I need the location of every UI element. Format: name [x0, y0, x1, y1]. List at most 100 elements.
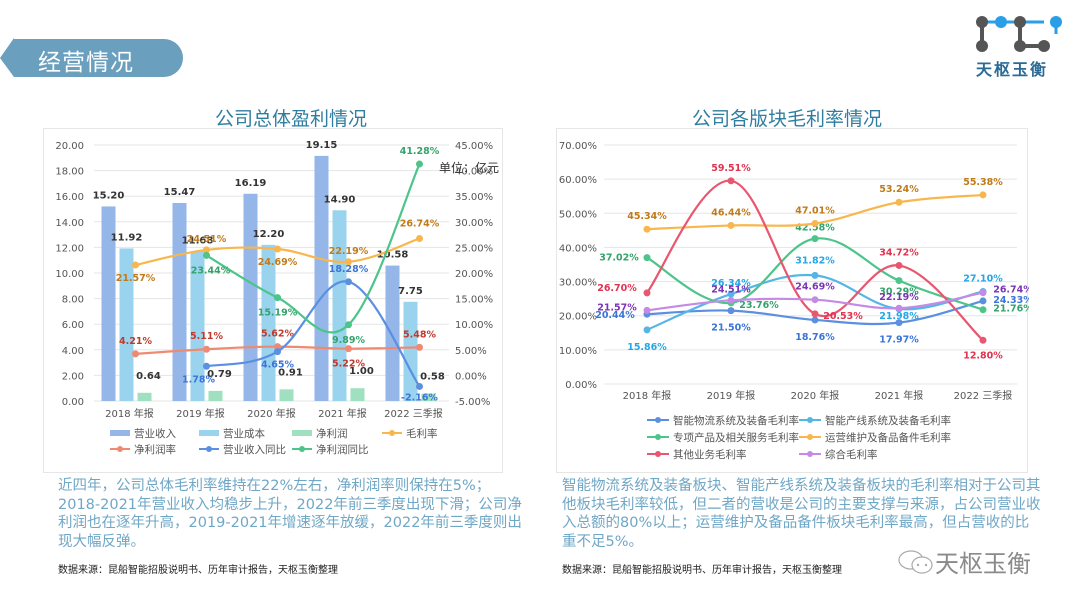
wechat-icon — [898, 549, 933, 574]
line-point — [895, 261, 903, 269]
x-tick-label: 2021 年报 — [875, 389, 924, 402]
x-tick-label: 2020 年报 — [791, 389, 840, 402]
legend-label: 运营维护及备品备件毛利率 — [825, 431, 951, 444]
y-tick-label: 0.00% — [565, 380, 597, 391]
line-point — [811, 235, 819, 243]
left-chart-title: 公司总体盈利情况 — [215, 108, 368, 130]
bar-1 — [190, 251, 205, 401]
line-data-label: 9.89% — [332, 335, 365, 346]
logo-text: 天枢玉衡 — [976, 60, 1049, 79]
x-tick-label: 2018 年报 — [105, 407, 154, 420]
margin-chart: 0.00% 10.00% 20.00% 30.00% 40.00% 50.00% 60.00… — [559, 141, 1029, 461]
right-chart-title: 公司各版块毛利率情况 — [692, 108, 883, 130]
y-tick-label: 30.00% — [559, 278, 597, 289]
y2-tick-label: 10.00% — [455, 320, 493, 331]
line-data-label: 22.19% — [329, 246, 369, 257]
line-point — [727, 177, 735, 185]
legend-swatch-dot — [807, 451, 813, 457]
line-data-label: 37.02% — [599, 253, 639, 264]
bar-1 — [261, 244, 276, 401]
bar-1 — [332, 210, 347, 401]
bar-data-label: 16.19 — [235, 178, 267, 189]
line-data-label: 42.58% — [795, 223, 835, 234]
y2-tick-label: 30.00% — [455, 218, 493, 229]
line-data-label: 15.19% — [258, 308, 298, 319]
x-tick-label: 2022 三季报 — [384, 407, 443, 420]
line-data-label: 41.28% — [400, 146, 440, 157]
line-point — [811, 296, 819, 304]
line-3 — [205, 163, 421, 334]
bar-0 — [385, 265, 400, 401]
line-data-label: 45.34% — [627, 211, 667, 222]
line-point — [727, 296, 735, 304]
margin-chart-panel: 0.00% 10.00% 20.00% 30.00% 40.00% 50.00% 60.00… — [556, 128, 1029, 473]
bar-data-label: 0.58 — [420, 372, 445, 383]
line-data-label: 24.33% — [993, 295, 1029, 306]
bar-data-label: 0.91 — [278, 367, 303, 378]
line-point — [727, 290, 735, 298]
legend-swatch — [110, 430, 130, 436]
y-tick-label: 20.00% — [559, 312, 597, 323]
line-data-label: 12.80% — [963, 350, 1003, 361]
legend-swatch — [292, 430, 312, 436]
line-data-label: 4.65% — [261, 360, 294, 371]
line-point — [727, 307, 735, 315]
y-tick-label: 20.00 — [55, 141, 84, 152]
legend-swatch-dot — [389, 430, 395, 436]
line-data-label: 20.53% — [823, 311, 863, 322]
y-tick-label: 12.00 — [55, 243, 84, 254]
line-data-label: 21.57% — [597, 302, 637, 313]
left-source: 数据来源：昆船智能招股说明书、历年审计报告，天枢玉衡整理 — [58, 565, 338, 576]
line-data-label: 27.10% — [963, 273, 1003, 284]
line-data-label: 4.21% — [119, 336, 152, 347]
bar-1 — [403, 301, 418, 401]
line-point — [895, 319, 903, 327]
line-data-label: 46.44% — [711, 207, 751, 218]
line-point — [811, 310, 819, 318]
x-tick-label: 2019 年报 — [176, 407, 225, 420]
line-point — [895, 198, 903, 206]
legend-swatch-dot — [807, 417, 813, 423]
line-data-label: 23.76% — [739, 300, 779, 311]
line-data-label: 5.11% — [190, 331, 223, 342]
bar-1 — [119, 248, 134, 401]
y2-tick-label: -5.00% — [455, 397, 490, 408]
right-source: 数据来源：昆船智能招股说明书、历年审计报告，天枢玉衡整理 — [562, 565, 842, 576]
line-data-label: 20.44% — [595, 310, 635, 321]
line-point — [416, 160, 423, 168]
line-point — [979, 297, 987, 305]
y2-tick-label: 5.00% — [455, 346, 487, 357]
line-data-label: 24.51% — [711, 284, 751, 295]
line-point — [416, 382, 423, 390]
bar-2 — [137, 392, 152, 401]
line-2 — [206, 280, 421, 388]
y-tick-label: 10.00 — [55, 269, 84, 280]
line-point — [643, 326, 651, 334]
y-tick-label: 10.00% — [559, 346, 597, 357]
bar-data-label: 11.68 — [182, 235, 214, 246]
y-tick-label: 4.00 — [62, 346, 84, 357]
line-data-label: 5.22% — [332, 359, 365, 370]
y2-tick-label: 15.00% — [455, 295, 493, 306]
y2-tick-label: 0.00% — [455, 371, 487, 382]
y-tick-label: 70.00% — [559, 141, 597, 152]
bar-2 — [279, 389, 294, 401]
x-tick-label: 2020 年报 — [247, 407, 296, 420]
watermark-text: 天枢玉衡 — [935, 550, 1031, 578]
line-point — [274, 348, 281, 356]
line-point — [274, 343, 281, 351]
bar-2 — [421, 393, 436, 401]
line-point — [416, 234, 423, 242]
bar-data-label: 14.90 — [324, 194, 356, 205]
y2-tick-label: 40.00% — [455, 167, 493, 178]
bar-0 — [314, 155, 329, 401]
line-point — [203, 345, 210, 353]
y-tick-label: 18.00 — [55, 167, 84, 178]
y2-tick-label: 45.00% — [455, 141, 493, 152]
left-description: 近四年，公司总体毛利率维持在22%左右，净利润率则保持在5%；2018-2021… — [58, 478, 522, 550]
line-point — [345, 258, 352, 266]
line-data-label: 21.98% — [879, 311, 919, 322]
logo-icon — [976, 16, 1062, 52]
y-tick-label: 2.00 — [62, 371, 84, 382]
line-point — [895, 277, 903, 285]
